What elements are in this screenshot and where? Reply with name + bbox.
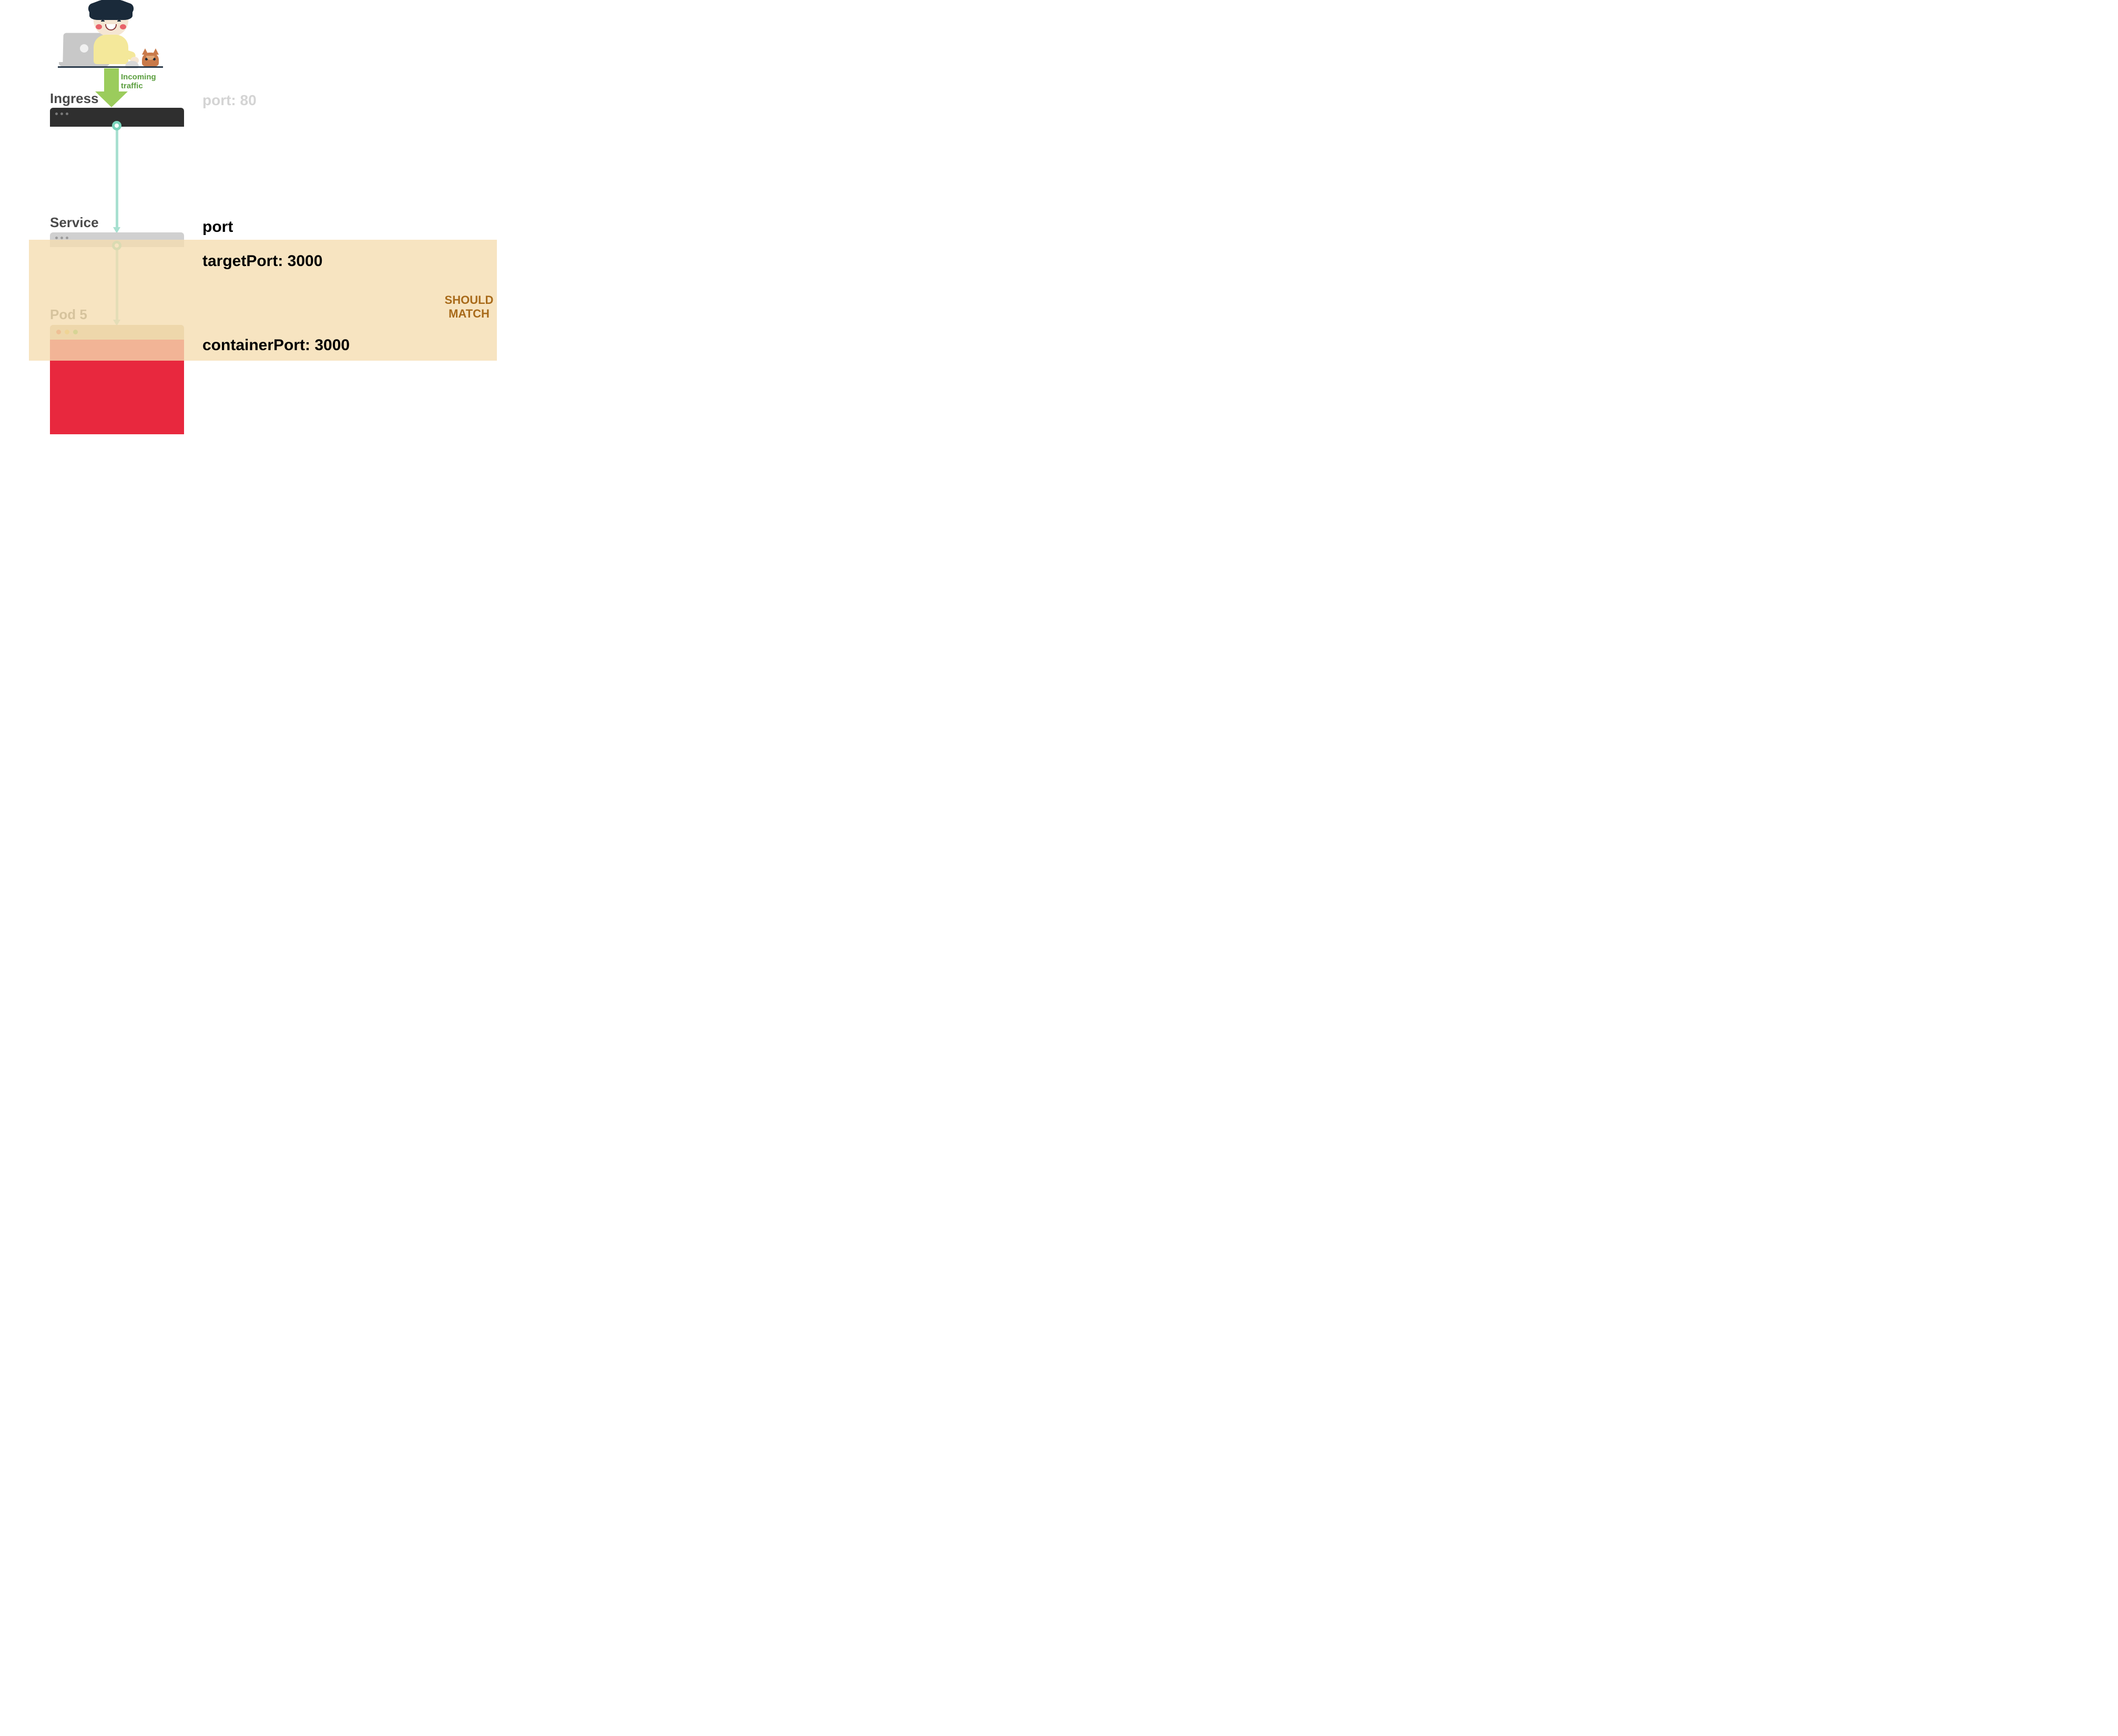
cat-icon — [140, 48, 161, 66]
ingress-label: Ingress — [50, 90, 99, 107]
user-head-icon — [94, 4, 128, 37]
pod-containerport-label: containerPort: 3000 — [202, 336, 350, 354]
should-match-callout: SHOULD MATCH — [437, 293, 501, 321]
incoming-arrow-icon — [104, 68, 119, 93]
ingress-dots-icon — [55, 113, 68, 115]
ingress-port-label: port: 80 — [202, 92, 257, 109]
service-port-label: port — [202, 218, 233, 236]
service-dots-icon — [55, 237, 68, 239]
service-targetport-label: targetPort: 3000 — [202, 252, 322, 270]
incoming-traffic-label: Incoming traffic — [121, 73, 163, 91]
connector-ingress-service — [116, 125, 118, 229]
service-label: Service — [50, 215, 99, 231]
connector-ingress-circle-icon — [112, 121, 121, 130]
incoming-arrow-head-icon — [95, 91, 128, 107]
user-illustration — [68, 0, 158, 71]
